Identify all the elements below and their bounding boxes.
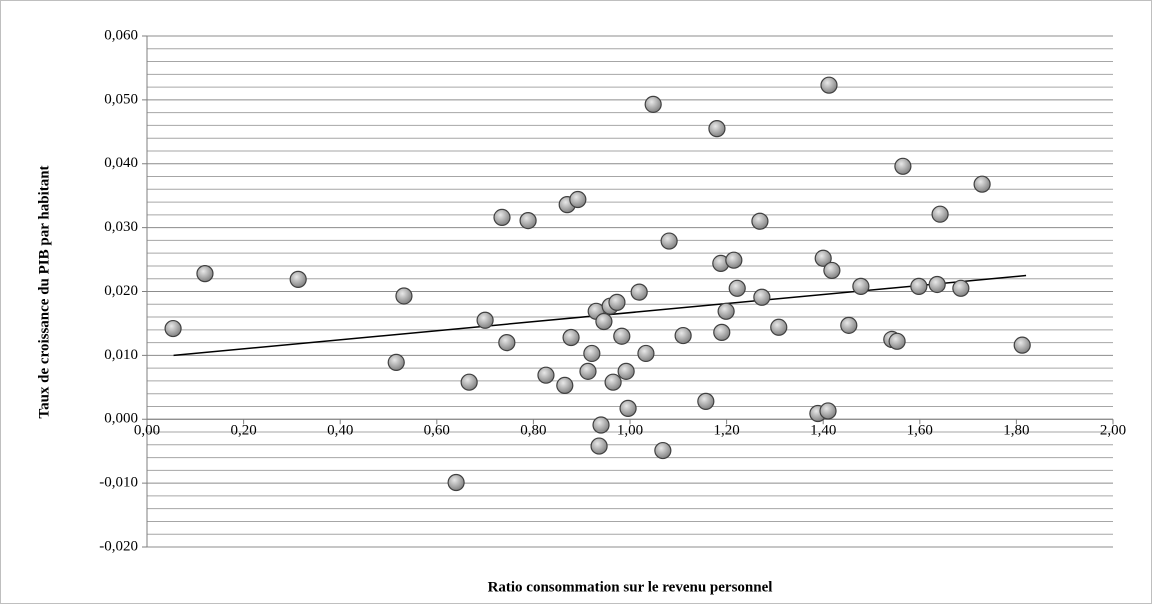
point: [770, 318, 788, 336]
point: [493, 208, 511, 227]
point: [196, 265, 214, 283]
point: [619, 399, 637, 417]
y-tick-label: 0,010: [104, 347, 138, 363]
point: [713, 323, 731, 341]
point: [819, 402, 837, 420]
y-tick-label: 0,030: [104, 219, 138, 235]
point: [840, 316, 858, 334]
point: [728, 279, 746, 297]
x-tick-label: 1,00: [617, 423, 643, 439]
point: [604, 373, 622, 391]
point: [579, 362, 597, 380]
point: [569, 190, 587, 209]
y-tick-label: 0,060: [104, 27, 138, 43]
point: [751, 212, 769, 230]
point: [644, 95, 662, 113]
point: [460, 373, 478, 391]
x-tick-label: 2,00: [1100, 423, 1126, 439]
point: [725, 251, 743, 269]
point: [613, 327, 631, 345]
point: [888, 332, 906, 350]
point: [910, 277, 928, 295]
point: [708, 120, 726, 138]
point: [852, 277, 870, 295]
x-tick-label: 1,60: [907, 423, 933, 439]
point: [814, 249, 832, 267]
point: [753, 288, 771, 306]
x-tick-label: 0,60: [424, 423, 450, 439]
y-tick-label: -0,020: [99, 538, 138, 554]
point: [697, 392, 715, 410]
point: [592, 416, 610, 434]
x-tick-label: 1,20: [713, 423, 739, 439]
point: [395, 287, 413, 305]
y-tick-label: 0,020: [104, 283, 138, 299]
point: [674, 326, 692, 345]
point: [562, 328, 580, 347]
point: [717, 302, 735, 320]
point: [894, 157, 912, 175]
point: [595, 312, 613, 331]
point: [583, 344, 601, 363]
point: [973, 175, 991, 193]
x-tick-label: 0,00: [134, 423, 160, 439]
point: [164, 319, 182, 338]
point: [1013, 336, 1031, 354]
point: [660, 232, 678, 250]
point: [952, 279, 970, 297]
point: [931, 205, 949, 223]
point: [608, 293, 626, 311]
point: [556, 376, 574, 394]
point: [823, 261, 841, 280]
point: [654, 441, 672, 460]
point: [928, 275, 946, 294]
point: [498, 334, 516, 352]
point: [637, 344, 655, 363]
point: [820, 76, 838, 94]
y-tick-label: -0,010: [99, 475, 138, 491]
x-tick-label: 0,40: [327, 423, 353, 439]
y-tick-label: 0,000: [104, 411, 138, 427]
point: [617, 362, 635, 380]
x-tick-label: 1,40: [810, 423, 836, 439]
y-tick-label: 0,040: [104, 155, 138, 171]
point: [537, 366, 555, 384]
x-tick-label: 0,20: [230, 423, 256, 439]
point: [476, 311, 494, 329]
point: [387, 353, 405, 372]
x-tick-label: 1,80: [1003, 423, 1029, 439]
y-axis-title: Taux de croissance du PIB par habitant: [36, 165, 52, 418]
point: [447, 473, 465, 492]
point: [630, 283, 648, 301]
x-tick-label: 0,80: [520, 423, 546, 439]
x-axis-title: Ratio consommation sur le revenu personn…: [488, 579, 773, 595]
point: [289, 270, 307, 288]
point: [519, 211, 537, 230]
point: [590, 437, 608, 455]
y-tick-label: 0,050: [104, 91, 138, 107]
